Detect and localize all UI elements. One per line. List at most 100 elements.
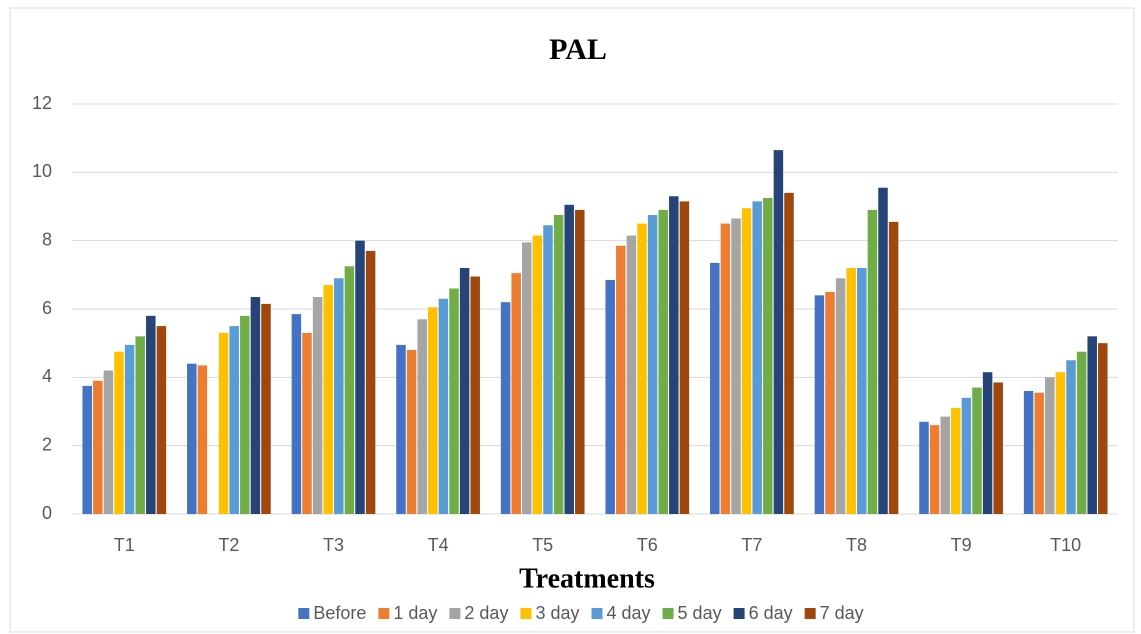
x-tick-label: T6	[637, 535, 658, 555]
bar	[888, 221, 899, 514]
x-tick-label: T5	[532, 535, 553, 555]
bar	[344, 266, 355, 514]
bar	[575, 209, 585, 514]
bar	[250, 297, 261, 514]
bar	[302, 332, 312, 514]
bar	[1023, 391, 1034, 514]
bar	[972, 387, 982, 514]
bar	[291, 314, 302, 514]
bar	[564, 204, 574, 514]
bar	[961, 397, 972, 514]
bar	[334, 278, 344, 514]
y-tick-label: 6	[42, 298, 52, 318]
bar	[312, 297, 323, 514]
bar	[784, 192, 794, 515]
x-tick-label: T7	[741, 535, 762, 555]
y-tick-label: 8	[42, 229, 52, 249]
bar	[679, 201, 690, 514]
bar	[741, 208, 752, 515]
y-tick-label: 12	[32, 93, 52, 113]
y-tick-label: 10	[32, 161, 52, 181]
legend-label: 2 day	[464, 603, 508, 623]
legend-swatch	[298, 608, 310, 619]
bar	[605, 279, 615, 514]
bar	[500, 302, 511, 514]
legend-swatch	[520, 608, 532, 619]
bar	[135, 336, 145, 514]
bar	[1055, 372, 1066, 514]
bar	[1034, 392, 1044, 514]
bar	[82, 385, 92, 514]
bar	[919, 421, 929, 514]
bar	[240, 315, 250, 514]
bar	[731, 218, 741, 515]
legend-swatch	[733, 608, 745, 619]
bar	[261, 303, 271, 514]
bar	[124, 344, 135, 514]
x-tick-label: T4	[428, 535, 449, 555]
legend-label: 1 day	[393, 603, 437, 623]
bar	[553, 215, 564, 514]
bar	[93, 380, 103, 514]
legend-swatch	[804, 608, 816, 619]
legend-label: 5 day	[678, 603, 722, 623]
bar	[658, 209, 668, 514]
legend-label: Before	[313, 603, 366, 623]
bar	[406, 350, 417, 514]
legend-swatch	[378, 608, 390, 619]
y-tick-label: 4	[42, 366, 52, 386]
bar	[1098, 343, 1108, 514]
bar	[825, 291, 835, 514]
bar	[532, 235, 543, 514]
bar	[470, 276, 480, 514]
x-tick-label: T10	[1050, 535, 1081, 555]
bar	[773, 150, 784, 514]
bar	[1076, 351, 1087, 514]
bar	[814, 295, 825, 514]
x-tick-label: T1	[114, 535, 135, 555]
bar	[438, 298, 449, 514]
bar	[878, 187, 888, 515]
bar	[951, 408, 961, 514]
bar	[449, 288, 459, 514]
bar	[1045, 377, 1055, 514]
bar	[626, 235, 637, 514]
legend-swatch	[449, 608, 461, 619]
legend-swatch	[662, 608, 674, 619]
bar	[103, 370, 114, 514]
bar	[752, 201, 762, 514]
bar	[187, 363, 197, 514]
x-tick-label: T2	[218, 535, 239, 555]
bar	[511, 273, 521, 514]
x-tick-label: T8	[846, 535, 867, 555]
legend-swatch	[591, 608, 603, 619]
legend-label: 7 day	[820, 603, 864, 623]
bar	[616, 245, 626, 514]
legend-label: 6 day	[749, 603, 793, 623]
bar	[929, 425, 940, 514]
bar	[218, 332, 229, 514]
chart-title: PAL	[549, 33, 607, 66]
bar	[982, 372, 993, 514]
legend-label: 3 day	[535, 603, 579, 623]
bar	[459, 268, 470, 514]
bar	[710, 262, 720, 514]
bar	[417, 319, 427, 514]
bar	[1087, 336, 1097, 514]
x-tick-label: T9	[951, 535, 972, 555]
bar	[867, 209, 878, 514]
bar	[522, 242, 532, 514]
bar	[355, 240, 365, 514]
x-axis-label: Treatments	[519, 563, 655, 594]
bar	[323, 285, 333, 514]
bar	[428, 307, 438, 514]
bar	[543, 225, 553, 514]
x-tick-label: T3	[323, 535, 344, 555]
bar	[763, 197, 773, 515]
bar	[720, 223, 731, 515]
bar	[993, 382, 1003, 514]
bar	[647, 215, 658, 514]
y-tick-label: 0	[42, 503, 52, 523]
bar	[156, 326, 167, 514]
